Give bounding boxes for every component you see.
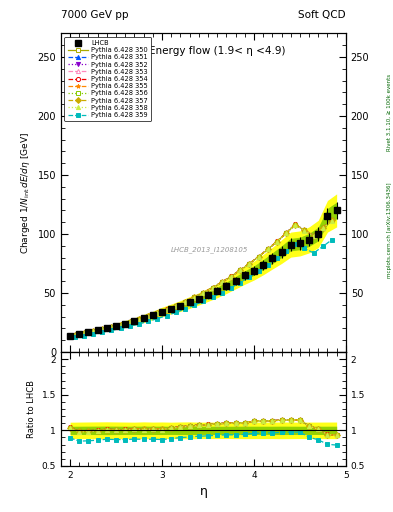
Text: Energy flow (1.9< η <4.9): Energy flow (1.9< η <4.9) [149,46,286,56]
X-axis label: η: η [199,485,208,498]
Text: LHCB_2013_I1208105: LHCB_2013_I1208105 [171,247,248,253]
Legend: LHCB, Pythia 6.428 350, Pythia 6.428 351, Pythia 6.428 352, Pythia 6.428 353, Py: LHCB, Pythia 6.428 350, Pythia 6.428 351… [64,37,151,121]
Text: 7000 GeV pp: 7000 GeV pp [61,10,129,20]
Text: Rivet 3.1.10, ≥ 100k events: Rivet 3.1.10, ≥ 100k events [387,74,392,151]
Y-axis label: Charged $1/N_\mathrm{int}\,dE/d\eta$ [GeV]: Charged $1/N_\mathrm{int}\,dE/d\eta$ [Ge… [19,132,32,254]
Y-axis label: Ratio to LHCB: Ratio to LHCB [27,380,36,438]
Text: Soft QCD: Soft QCD [298,10,346,20]
Text: mcplots.cern.ch [arXiv:1306.3436]: mcplots.cern.ch [arXiv:1306.3436] [387,183,392,278]
